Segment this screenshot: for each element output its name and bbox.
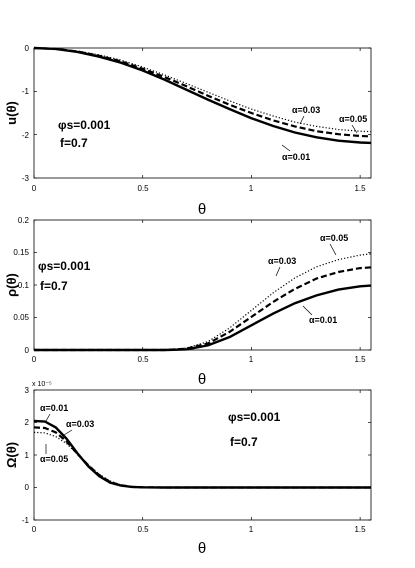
panel-u: 0 0.5 1 1.5 0 -1 -2 -3 u(θ) θ φs=0.001 f… bbox=[4, 44, 372, 218]
plot-frame bbox=[33, 389, 372, 521]
x-tick-label: 1 bbox=[249, 525, 254, 534]
y-tick-label: -3 bbox=[22, 174, 30, 183]
y-tick-label: 1 bbox=[25, 451, 30, 460]
tick-marks bbox=[33, 47, 371, 179]
annotation-arrow bbox=[299, 115, 305, 125]
series-line bbox=[33, 46, 372, 138]
annotation-label: α=0.03 bbox=[268, 256, 296, 266]
annotation-label: α=0.05 bbox=[320, 233, 348, 243]
x-tick-label: 0 bbox=[32, 184, 37, 193]
y-exponent: x 10⁻⁵ bbox=[32, 381, 52, 388]
param-f: f=0.7 bbox=[230, 435, 258, 449]
param-f: f=0.7 bbox=[40, 279, 68, 293]
x-tick-label: 0 bbox=[32, 355, 37, 364]
annotation-arrow bbox=[275, 266, 281, 277]
series-line bbox=[33, 426, 371, 489]
series-line bbox=[34, 253, 372, 351]
y-tick-label: 0 bbox=[25, 483, 30, 492]
param-phi: φs=0.001 bbox=[58, 118, 111, 132]
series-line bbox=[33, 47, 372, 133]
annotation-label: α=0.03 bbox=[292, 105, 320, 115]
annotation-arrow bbox=[329, 243, 337, 256]
annotation-arrow bbox=[63, 429, 73, 436]
annotation-label: α=0.05 bbox=[40, 454, 68, 464]
plot-frame bbox=[33, 47, 372, 179]
y-tick-label: 0.05 bbox=[13, 313, 29, 322]
x-tick-label: 1 bbox=[249, 355, 254, 364]
y-tick-label: 0.2 bbox=[18, 216, 30, 225]
panel-omega: x 10⁻⁵ 0 0.5 1 1.5 3 2 1 0 -1 Ω(θ) θ φs=… bbox=[4, 381, 372, 557]
x-tick-label: 0.5 bbox=[137, 355, 149, 364]
x-tick-label: 0 bbox=[32, 525, 37, 534]
y-tick-label: -1 bbox=[22, 87, 30, 96]
annotation-arrow bbox=[45, 413, 51, 422]
series-group bbox=[33, 46, 372, 145]
tick-marks bbox=[33, 219, 371, 351]
y-axis-label: Ω(θ) bbox=[4, 442, 19, 468]
annotation-arrow bbox=[302, 305, 313, 316]
annotation-label: α=0.01 bbox=[282, 152, 310, 162]
series-line bbox=[34, 266, 372, 352]
x-tick-label: 1.5 bbox=[354, 525, 366, 534]
y-tick-label: 3 bbox=[25, 386, 30, 395]
series-line bbox=[33, 431, 371, 489]
y-tick-label: -1 bbox=[22, 516, 30, 525]
y-tick-label: 0.15 bbox=[13, 248, 29, 257]
x-tick-label: 0.5 bbox=[137, 184, 149, 193]
y-tick-label: 2 bbox=[25, 418, 30, 427]
x-tick-label: 1 bbox=[249, 184, 254, 193]
x-axis-label: θ bbox=[198, 201, 206, 218]
tick-marks bbox=[33, 389, 371, 521]
y-tick-label: -2 bbox=[22, 131, 30, 140]
series-group bbox=[34, 253, 372, 352]
series-group bbox=[33, 419, 371, 489]
x-tick-label: 0.5 bbox=[137, 525, 149, 534]
series-line bbox=[33, 419, 371, 489]
param-f: f=0.7 bbox=[60, 136, 88, 150]
param-phi: φs=0.001 bbox=[228, 410, 281, 424]
y-tick-label: 0 bbox=[25, 346, 30, 355]
x-axis-label: θ bbox=[198, 540, 206, 557]
x-axis-label: θ bbox=[198, 371, 206, 388]
param-phi: φs=0.001 bbox=[38, 259, 91, 273]
annotation-label: α=0.05 bbox=[339, 114, 367, 124]
annotation-arrow bbox=[351, 124, 358, 134]
annotation-label: α=0.01 bbox=[309, 315, 337, 325]
annotation-label: α=0.01 bbox=[40, 403, 68, 413]
annotation-arrow bbox=[281, 144, 291, 152]
x-tick-label: 1.5 bbox=[354, 355, 366, 364]
y-tick-label: 0.1 bbox=[18, 281, 30, 290]
panel-rho: 0 0.5 1 1.5 0.2 0.15 0.1 0.05 0 ρ(θ) θ φ… bbox=[4, 216, 372, 388]
y-axis-label: u(θ) bbox=[4, 101, 19, 125]
y-axis-label: ρ(θ) bbox=[4, 273, 19, 297]
annotation-label: α=0.03 bbox=[66, 419, 94, 429]
y-tick-label: 0 bbox=[25, 44, 30, 53]
x-tick-label: 1.5 bbox=[354, 184, 366, 193]
